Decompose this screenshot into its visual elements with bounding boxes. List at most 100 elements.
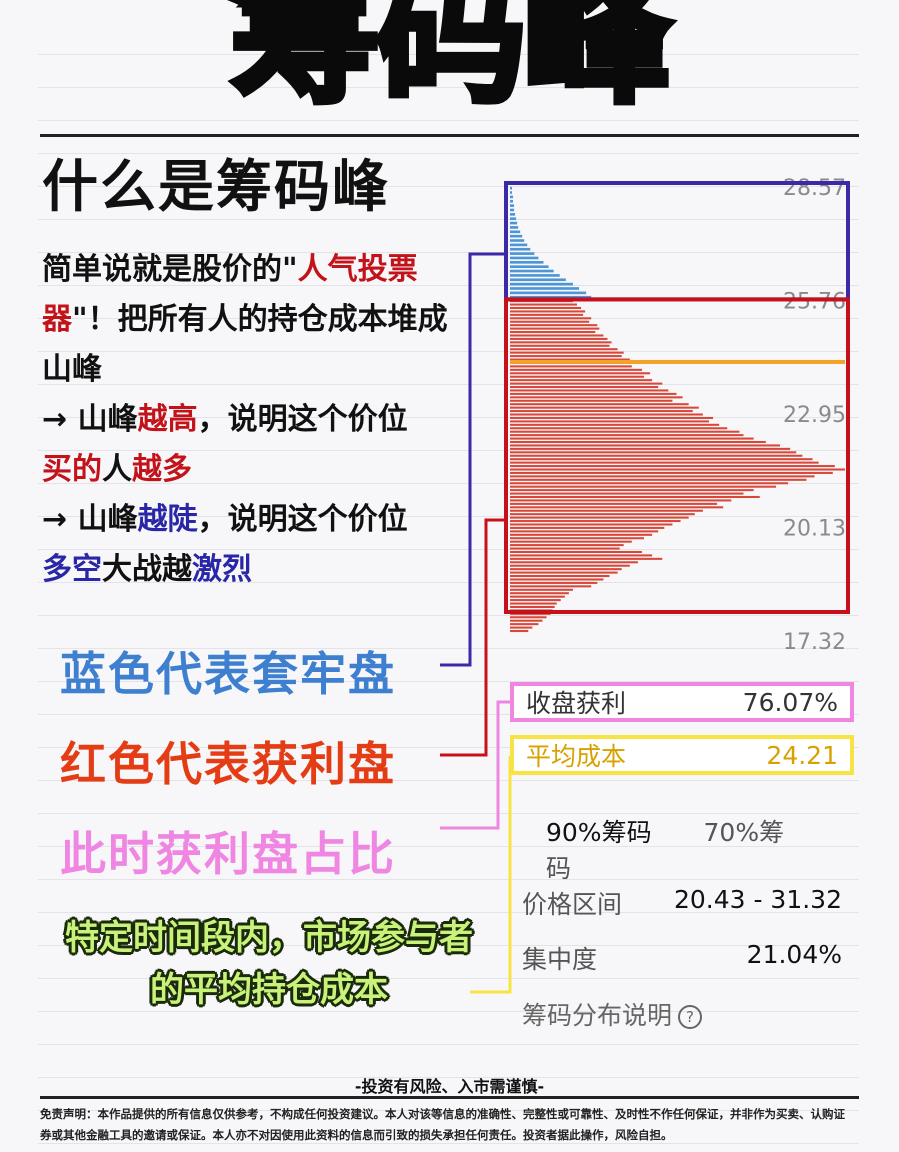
chip-bar	[510, 547, 620, 550]
chip-bar	[510, 282, 573, 286]
chip-bar	[510, 482, 789, 485]
chip-bar	[510, 533, 653, 536]
price-tick-label: 20.13	[783, 517, 846, 542]
chip-bar	[510, 320, 590, 323]
legend-pink-profit-ratio: 此时获利盘占比	[60, 827, 396, 881]
risk-warning: -投资有风险、入市需谨慎-	[354, 1077, 545, 1096]
chip-bar	[510, 623, 539, 626]
chip-bar	[510, 365, 632, 368]
chip-bar	[510, 334, 604, 337]
main-title: 筹码峰	[227, 0, 675, 124]
chip-bar	[510, 516, 689, 519]
avg-cost-explanation: 特定时间段内，市场参与者的平均持仓成本	[65, 918, 473, 1010]
profit-ratio-label: 收盘获利	[526, 689, 627, 718]
connector-red	[440, 518, 506, 757]
chip-bar	[510, 506, 724, 509]
chip-bar	[510, 368, 642, 371]
chip-bar	[510, 458, 813, 461]
chip-bar	[510, 375, 644, 378]
title-divider	[40, 134, 859, 137]
chip-bar	[510, 341, 612, 344]
avg-cost-line	[510, 359, 845, 364]
legend-red-profit: 红色代表获利盘	[60, 737, 396, 791]
chip-bar	[510, 544, 624, 547]
chip-bar	[510, 564, 630, 567]
chip-bar	[510, 578, 604, 581]
chip-bar	[510, 195, 514, 199]
chip-bar	[510, 629, 529, 633]
chip-bar	[510, 199, 514, 203]
chip-bar	[510, 344, 610, 347]
chip-bar	[510, 485, 776, 488]
chip-bar	[510, 592, 569, 595]
chip-bar	[510, 269, 554, 273]
chip-bar	[510, 440, 766, 444]
chip-bar	[510, 540, 632, 543]
average-cost-box: 平均成本 24.21	[510, 735, 854, 775]
chip-bar	[510, 530, 659, 533]
chip-bar	[510, 324, 598, 327]
price-tick-label: 25.76	[783, 289, 846, 314]
chip-bar	[510, 492, 744, 495]
chip-bar	[510, 427, 728, 430]
connector-pink	[440, 700, 510, 830]
chip-bar	[510, 243, 528, 247]
chip-bar	[510, 475, 815, 478]
intro-line-2: → 山峰越高，说明这个价位 买的人越多	[42, 402, 408, 487]
chip-bar	[510, 204, 515, 207]
tab-90-chips[interactable]: 90%筹码	[546, 818, 652, 847]
chip-bar	[510, 403, 689, 406]
chip-bar	[510, 274, 560, 277]
chip-bar	[510, 451, 797, 454]
distribution-note-link[interactable]: 筹码分布说明?	[522, 996, 703, 1032]
chip-bar	[510, 537, 644, 540]
concentration-row: 集中度 21.04%	[522, 940, 842, 976]
chip-bar	[510, 423, 720, 426]
chip-bar	[510, 602, 557, 605]
chip-bar	[510, 226, 519, 229]
distribution-note-label: 筹码分布说明	[522, 1001, 673, 1030]
chart-tick-labels: 28.57 25.76 22.95 20.13 17.32	[783, 176, 846, 655]
chip-bar	[510, 351, 624, 354]
chip-bar	[510, 430, 740, 433]
chip-bar	[510, 265, 549, 268]
chip-bar	[510, 437, 754, 440]
price-range-value: 20.43 - 31.32	[673, 885, 842, 914]
chip-bar	[510, 256, 539, 260]
chip-bar	[510, 571, 618, 574]
disclaimer: 免责声明：本作品提供的所有信息仅供参考，不构成任何投资建议。本人对该等信息的准确…	[40, 1107, 845, 1142]
chart-bars	[510, 186, 845, 633]
connector-blue	[440, 252, 506, 667]
red-profit-box	[504, 297, 850, 614]
profit-ratio-box: 收盘获利 76.07%	[510, 682, 854, 722]
chip-bar	[510, 261, 544, 264]
chip-bar	[510, 217, 517, 221]
chip-bar	[510, 396, 683, 399]
chip-bar	[510, 221, 518, 225]
chip-bar	[510, 213, 516, 216]
chip-bar	[510, 399, 673, 402]
chip-bar	[510, 230, 521, 234]
chip-bar	[510, 465, 835, 468]
tab-70-chips[interactable]: 70%筹码	[546, 818, 785, 883]
chip-bar	[510, 454, 803, 457]
chip-bar	[510, 337, 608, 340]
chip-bar	[510, 372, 651, 375]
chip-bar	[510, 447, 791, 450]
chip-bar	[510, 413, 703, 416]
chip-bar	[510, 561, 638, 564]
connector-lines	[440, 252, 512, 994]
legend-blue-trapped: 蓝色代表套牢盘	[60, 647, 396, 701]
chip-bar	[510, 585, 592, 588]
chip-bar	[510, 420, 709, 423]
chip-bar	[510, 520, 681, 523]
chip-bar	[510, 478, 807, 481]
question-circle-icon[interactable]: ?	[678, 1005, 703, 1029]
chip-bar	[510, 616, 547, 619]
chip-bar	[510, 313, 584, 316]
chip-bar	[510, 499, 732, 502]
chip-bar	[510, 303, 577, 306]
chip-bar	[510, 191, 513, 194]
chip-bar	[510, 208, 515, 212]
chip-bar	[510, 392, 677, 395]
